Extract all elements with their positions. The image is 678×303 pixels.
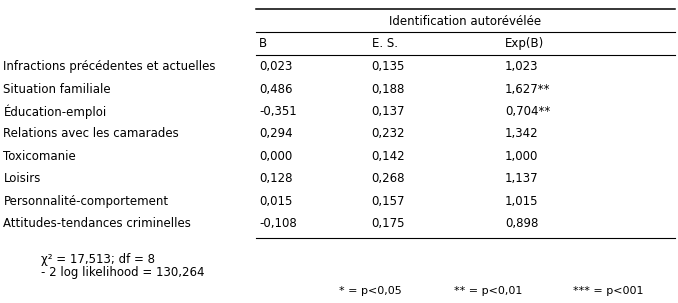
Text: 0,157: 0,157 [372, 195, 405, 208]
Text: Loisirs: Loisirs [3, 172, 41, 185]
Text: Exp(B): Exp(B) [505, 38, 544, 50]
Text: 0,135: 0,135 [372, 60, 405, 73]
Text: ** = p<0,01: ** = p<0,01 [454, 286, 523, 297]
Text: 1,023: 1,023 [505, 60, 538, 73]
Text: * = p<0,05: * = p<0,05 [339, 286, 402, 297]
Text: Infractions précédentes et actuelles: Infractions précédentes et actuelles [3, 60, 216, 73]
Text: - 2 log likelihood = 130,264: - 2 log likelihood = 130,264 [41, 266, 204, 279]
Text: 0,268: 0,268 [372, 172, 405, 185]
Text: Personnalité-comportement: Personnalité-comportement [3, 195, 169, 208]
Text: -0,351: -0,351 [259, 105, 297, 118]
Text: 1,000: 1,000 [505, 150, 538, 163]
Text: 1,627**: 1,627** [505, 83, 551, 95]
Text: 0,486: 0,486 [259, 83, 292, 95]
Text: Situation familiale: Situation familiale [3, 83, 111, 95]
Text: 0,704**: 0,704** [505, 105, 551, 118]
Text: Éducation-emploi: Éducation-emploi [3, 104, 106, 119]
Text: 0,142: 0,142 [372, 150, 405, 163]
Text: 0,188: 0,188 [372, 83, 405, 95]
Text: *** = p<001: *** = p<001 [573, 286, 643, 297]
Text: E. S.: E. S. [372, 38, 397, 50]
Text: 0,015: 0,015 [259, 195, 292, 208]
Text: 1,137: 1,137 [505, 172, 539, 185]
Text: χ² = 17,513; df = 8: χ² = 17,513; df = 8 [41, 253, 155, 265]
Text: Relations avec les camarades: Relations avec les camarades [3, 128, 179, 140]
Text: Toxicomanie: Toxicomanie [3, 150, 76, 163]
Text: Identification autorévélée: Identification autorévélée [389, 15, 542, 28]
Text: 0,294: 0,294 [259, 128, 293, 140]
Text: 0,232: 0,232 [372, 128, 405, 140]
Text: 0,137: 0,137 [372, 105, 405, 118]
Text: 0,128: 0,128 [259, 172, 292, 185]
Text: 0,000: 0,000 [259, 150, 292, 163]
Text: 1,342: 1,342 [505, 128, 539, 140]
Text: 0,175: 0,175 [372, 217, 405, 230]
Text: -0,108: -0,108 [259, 217, 297, 230]
Text: 0,023: 0,023 [259, 60, 292, 73]
Text: 1,015: 1,015 [505, 195, 538, 208]
Text: B: B [259, 38, 267, 50]
Text: 0,898: 0,898 [505, 217, 538, 230]
Text: Attitudes-tendances criminelles: Attitudes-tendances criminelles [3, 217, 191, 230]
